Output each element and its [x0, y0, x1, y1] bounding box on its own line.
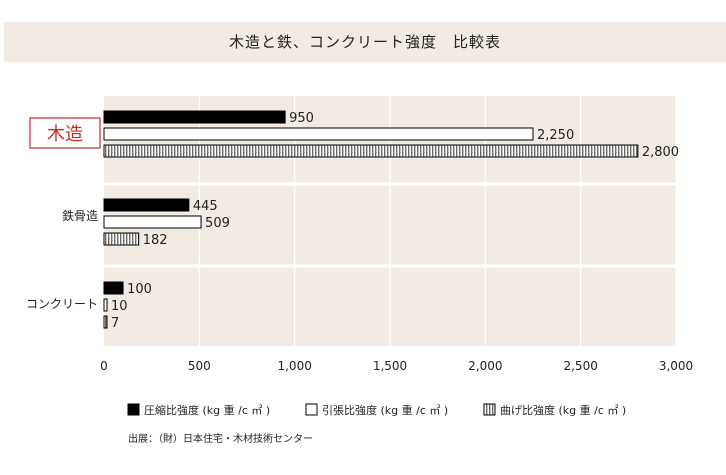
legend-label: 引張比強度 (kg 重 /c ㎡ ): [322, 403, 448, 417]
chart-title: 木造と鉄、コンクリート強度 比較表: [228, 33, 501, 51]
x-tick-label: 1,000: [277, 359, 311, 373]
bar: [103, 144, 639, 158]
data-label: 445: [193, 199, 218, 214]
data-label: 2,250: [537, 128, 574, 143]
bar: [103, 198, 190, 212]
x-tick-label: 0: [100, 359, 108, 373]
x-tick-label: 1,500: [373, 359, 407, 373]
bar: [103, 127, 534, 141]
legend-swatch: [305, 403, 318, 416]
data-label: 10: [111, 299, 128, 314]
data-label: 7: [111, 316, 119, 331]
source-note: 出展：（財）日本住宅・木材技術センター: [128, 434, 313, 445]
legend-swatch: [127, 403, 140, 416]
legend-swatch: [483, 403, 496, 416]
bar: [103, 232, 140, 246]
bar: [103, 281, 124, 295]
legend-label: 圧縮比強度 (kg 重 /c ㎡ ): [144, 403, 270, 417]
title-band: 木造と鉄、コンクリート強度 比較表: [4, 22, 726, 62]
category-label: 鉄骨造: [62, 208, 98, 223]
x-tick-label: 3,000: [659, 359, 693, 373]
bar: [103, 298, 108, 312]
data-label: 2,800: [642, 145, 679, 160]
data-label: 509: [205, 216, 230, 231]
highlight-label-box: [29, 117, 101, 149]
bar: [103, 315, 108, 329]
data-label: 100: [127, 282, 152, 297]
bar: [103, 110, 286, 124]
data-label: 950: [289, 111, 314, 126]
category-label: コンクリート: [26, 297, 98, 311]
x-tick-label: 2,500: [563, 359, 597, 373]
data-label: 182: [143, 233, 168, 248]
legend-label: 曲げ比強度 (kg 重 /c ㎡ ): [500, 403, 626, 417]
bar: [103, 215, 202, 229]
x-tick-label: 500: [188, 359, 211, 373]
category-label: 木造: [47, 124, 83, 145]
x-tick-label: 2,000: [468, 359, 502, 373]
